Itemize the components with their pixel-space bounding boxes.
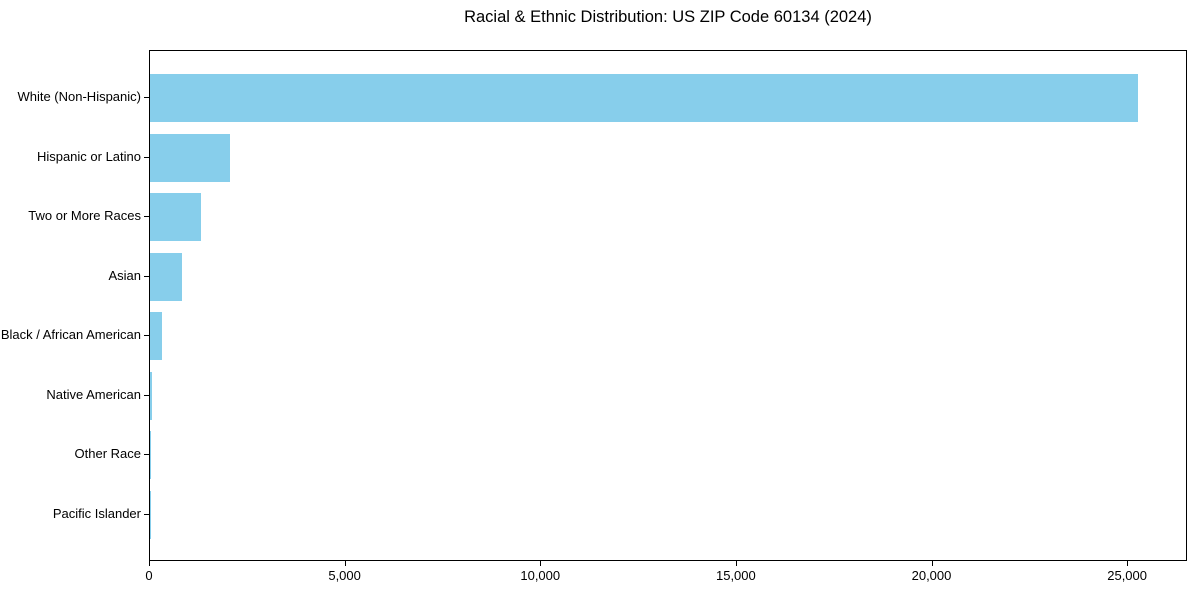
bar [150, 371, 152, 420]
y-tick [144, 275, 149, 277]
x-tick-label: 15,000 [715, 568, 756, 583]
y-tick-label: Asian [108, 267, 141, 283]
y-tick-label: Pacific Islander [52, 506, 141, 521]
bar [150, 193, 201, 242]
bar [150, 252, 183, 301]
y-tick [144, 216, 149, 218]
y-tick [144, 454, 149, 456]
bar [150, 74, 1138, 122]
x-tick-label: 10,000 [520, 568, 561, 583]
y-tick-label: Black / African American [0, 327, 141, 343]
x-tick [344, 561, 346, 566]
x-tick [1127, 561, 1129, 566]
bar [150, 431, 151, 480]
chart-title: Racial & Ethnic Distribution: US ZIP Cod… [464, 8, 872, 26]
x-tick-label: 5,000 [328, 568, 361, 583]
y-tick [144, 514, 149, 515]
y-tick [144, 156, 149, 158]
x-tick [540, 561, 542, 566]
bar [150, 133, 231, 182]
y-tick [144, 394, 149, 396]
bar [150, 312, 163, 361]
x-tick [735, 561, 737, 566]
y-tick-label: Native American [46, 386, 141, 402]
y-tick [144, 97, 149, 98]
x-tick-label: 20,000 [911, 568, 952, 583]
y-tick [144, 335, 149, 337]
y-tick-label: White (Non-Hispanic) [17, 89, 141, 104]
y-tick-label: Other Race [74, 446, 141, 462]
x-tick-label: 25,000 [1107, 568, 1147, 583]
plot-area [149, 50, 1187, 561]
x-tick [149, 561, 150, 566]
x-tick-label: 0 [145, 568, 153, 583]
y-tick-label: Hispanic or Latino [36, 148, 141, 164]
y-tick-label: Two or More Races [28, 208, 141, 224]
x-tick [931, 561, 933, 566]
